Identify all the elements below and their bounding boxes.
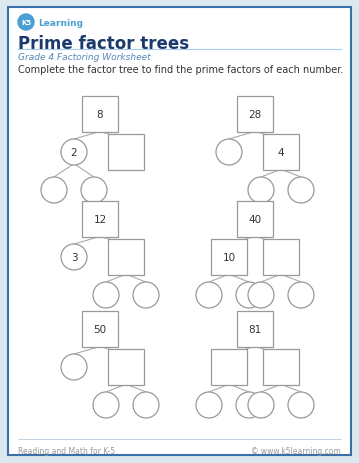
Bar bbox=[82, 97, 118, 133]
Circle shape bbox=[236, 282, 262, 308]
Bar bbox=[237, 201, 273, 238]
Circle shape bbox=[248, 282, 274, 308]
Circle shape bbox=[288, 178, 314, 204]
Circle shape bbox=[61, 354, 87, 380]
Bar bbox=[108, 239, 144, 275]
Bar bbox=[108, 135, 144, 171]
Text: 3: 3 bbox=[71, 252, 77, 263]
Circle shape bbox=[61, 140, 87, 166]
Bar bbox=[237, 97, 273, 133]
Circle shape bbox=[61, 244, 87, 270]
Text: Grade 4 Factoring Worksheet: Grade 4 Factoring Worksheet bbox=[18, 53, 151, 62]
Text: 10: 10 bbox=[223, 252, 236, 263]
Text: Complete the factor tree to find the prime factors of each number.: Complete the factor tree to find the pri… bbox=[18, 65, 343, 75]
Circle shape bbox=[93, 392, 119, 418]
Text: 81: 81 bbox=[248, 324, 262, 334]
Text: 4: 4 bbox=[278, 148, 284, 158]
Text: Prime factor trees: Prime factor trees bbox=[18, 35, 189, 53]
Text: K5: K5 bbox=[21, 20, 31, 26]
Circle shape bbox=[248, 392, 274, 418]
Circle shape bbox=[216, 140, 242, 166]
Text: 40: 40 bbox=[248, 214, 262, 225]
Bar bbox=[108, 349, 144, 385]
Bar bbox=[82, 201, 118, 238]
Circle shape bbox=[288, 282, 314, 308]
Bar bbox=[211, 349, 247, 385]
Circle shape bbox=[288, 392, 314, 418]
Circle shape bbox=[196, 392, 222, 418]
Text: 28: 28 bbox=[248, 110, 262, 120]
Bar bbox=[263, 349, 299, 385]
Text: 50: 50 bbox=[93, 324, 107, 334]
Circle shape bbox=[196, 282, 222, 308]
Circle shape bbox=[81, 178, 107, 204]
Circle shape bbox=[18, 15, 34, 31]
Circle shape bbox=[248, 178, 274, 204]
Circle shape bbox=[236, 392, 262, 418]
Circle shape bbox=[133, 282, 159, 308]
Circle shape bbox=[133, 392, 159, 418]
Bar bbox=[263, 239, 299, 275]
Circle shape bbox=[93, 282, 119, 308]
Bar bbox=[211, 239, 247, 275]
Text: 8: 8 bbox=[97, 110, 103, 120]
Bar bbox=[82, 311, 118, 347]
Text: Learning: Learning bbox=[38, 19, 83, 27]
Text: 2: 2 bbox=[71, 148, 77, 158]
Circle shape bbox=[41, 178, 67, 204]
Text: © www.k5learning.com: © www.k5learning.com bbox=[251, 446, 341, 455]
Bar bbox=[237, 311, 273, 347]
Text: 12: 12 bbox=[93, 214, 107, 225]
Text: Reading and Math for K-5: Reading and Math for K-5 bbox=[18, 446, 115, 455]
Bar bbox=[263, 135, 299, 171]
